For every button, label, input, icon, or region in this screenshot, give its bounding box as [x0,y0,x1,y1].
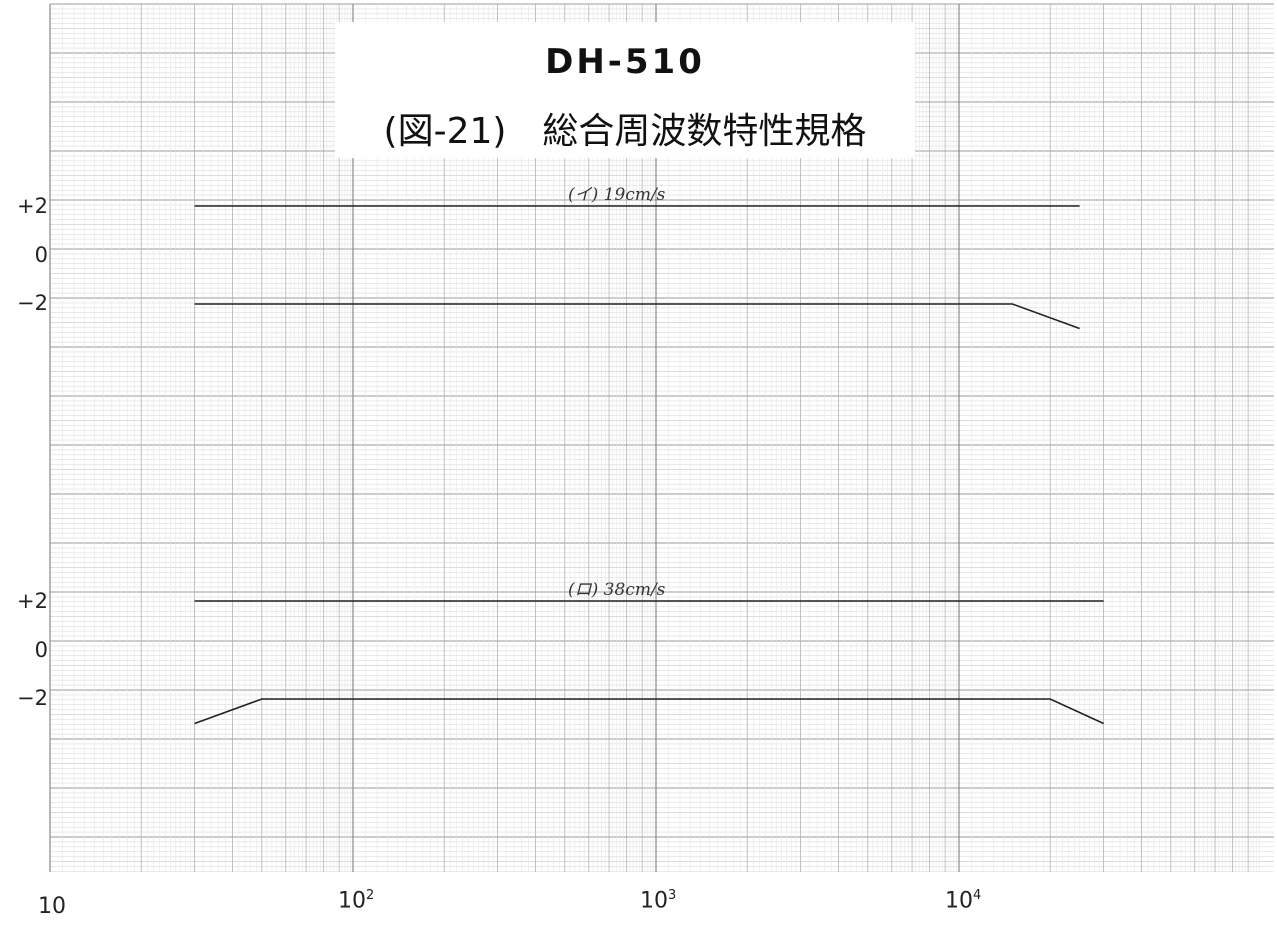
xtick-1000-base: 10 [640,888,668,914]
series-layer [194,205,1104,725]
panel2-ytick-minus2: −2 [17,686,48,710]
xtick-100-exp: 2 [366,888,375,903]
panel2-label: (ロ) 38cm/s [568,580,666,600]
xtick-10-base: 10 [38,894,66,919]
panel1-ytick-0: 0 [34,243,48,267]
xtick-1000: 103 [640,888,676,913]
xtick-10000: 104 [945,888,981,913]
panel2-ytick-0: 0 [34,638,48,662]
panel1-ytick-plus2: +2 [17,194,48,218]
xtick-10000-exp: 4 [973,888,982,903]
xtick-1000-exp: 3 [668,888,677,903]
panel2-lower-limit-line [194,698,1104,725]
panel1-ytick-minus2: −2 [17,291,48,315]
xtick-100: 102 [338,888,374,913]
panel1-lower-limit-line [194,303,1080,330]
title-box: DH-510 (図-21) 総合周波数特性規格 [335,22,915,158]
xtick-10: 10 [38,894,66,919]
xtick-100-base: 10 [338,888,366,914]
panel2-ytick-plus2: +2 [17,589,48,613]
chart-subtitle: (図-21) 総合周波数特性規格 [383,111,867,152]
xtick-10000-base: 10 [945,888,973,914]
chart-title: DH-510 [545,42,705,82]
panel1-label: (イ) 19cm/s [568,185,666,205]
